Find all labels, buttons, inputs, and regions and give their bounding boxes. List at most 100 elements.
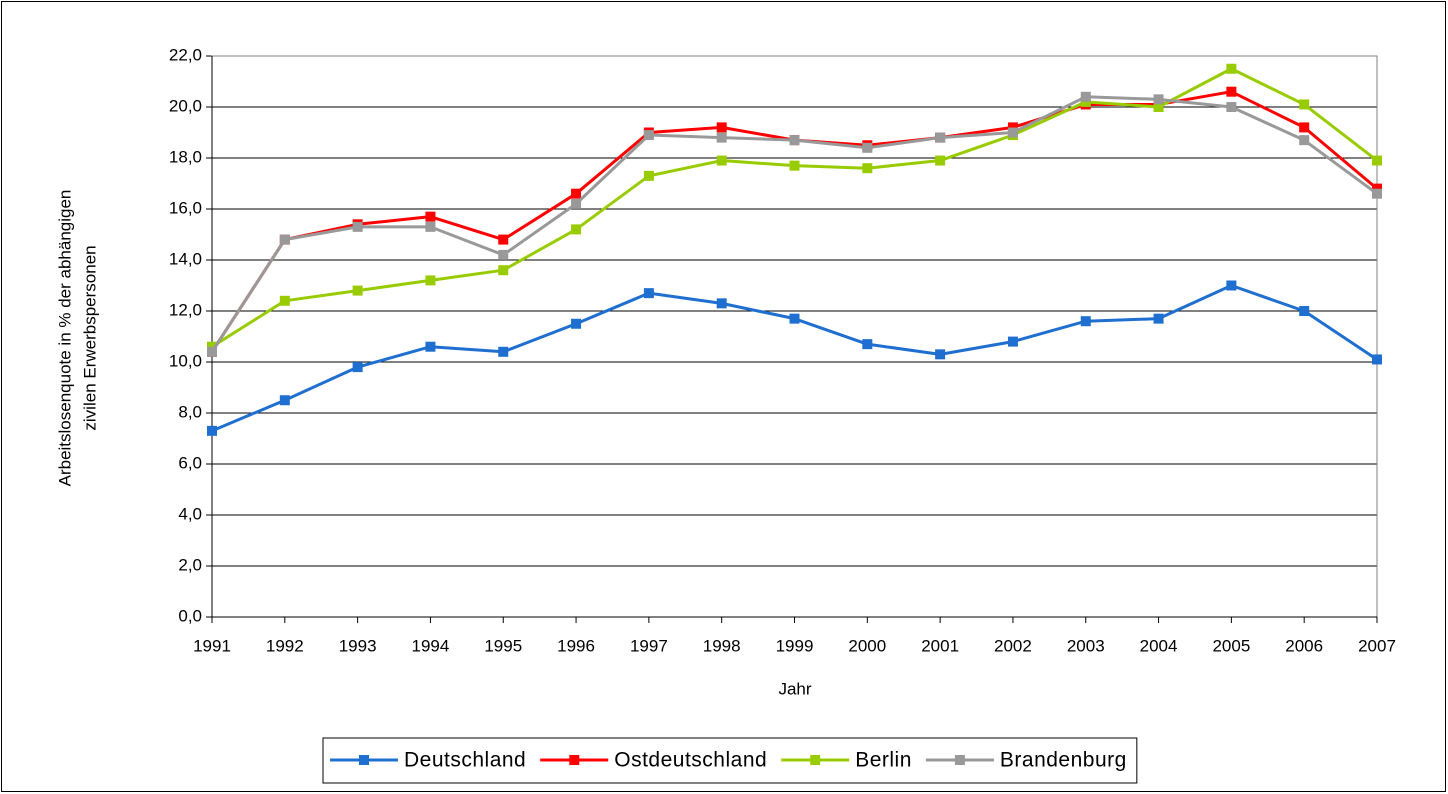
x-tick-label: 2006: [1285, 636, 1323, 655]
x-tick-label: 1994: [412, 636, 450, 655]
series-marker: [716, 155, 727, 166]
y-tick-label: 12,0: [169, 300, 202, 319]
series-marker: [1226, 63, 1237, 74]
series-marker: [279, 395, 290, 406]
series-marker: [1007, 122, 1018, 133]
series-marker: [643, 288, 654, 299]
series-marker: [789, 313, 800, 324]
y-tick-label: 0,0: [178, 606, 202, 625]
series-marker: [1153, 102, 1164, 112]
legend-marker: [810, 755, 821, 765]
series-marker: [1226, 86, 1237, 97]
series-marker: [1153, 94, 1164, 105]
x-tick-label: 2007: [1358, 636, 1396, 655]
series-marker: [716, 132, 727, 143]
x-tick-label: 2002: [994, 636, 1032, 655]
x-tick-label: 1993: [339, 636, 377, 655]
x-tick-label: 2001: [921, 636, 959, 655]
x-tick-label: 2004: [1140, 636, 1178, 655]
legend-box: [322, 737, 1138, 784]
series-marker: [1372, 183, 1382, 194]
series-marker: [1372, 354, 1382, 365]
series-marker: [352, 285, 363, 296]
series-marker: [207, 425, 217, 436]
series-marker: [1372, 188, 1382, 199]
y-axis-label: Arbeitslosenquote in % der abhängigen zi…: [55, 190, 99, 487]
y-tick-label: 20,0: [169, 96, 202, 115]
series-marker: [571, 198, 582, 209]
series-marker: [1080, 91, 1091, 102]
y-axis-label-line: Arbeitslosenquote in % der abhängigen: [55, 190, 74, 487]
y-tick-label: 16,0: [169, 198, 202, 217]
series-marker: [862, 142, 873, 153]
legend-label: Ostdeutschland: [614, 749, 767, 772]
series-marker: [1080, 316, 1091, 327]
series-marker: [1080, 96, 1091, 107]
x-tick-label: 1992: [266, 636, 304, 655]
legend-marker: [954, 755, 965, 765]
y-tick-label: 2,0: [178, 555, 202, 574]
series-marker: [279, 234, 290, 245]
y-tick-label: 4,0: [178, 504, 202, 523]
series-marker: [1007, 336, 1018, 347]
series-marker: [571, 224, 582, 235]
x-tick-label: 1999: [776, 636, 814, 655]
series-marker: [716, 298, 727, 309]
series-marker: [207, 346, 217, 357]
legend-marker: [359, 755, 369, 765]
x-tick-label: 1991: [193, 636, 231, 655]
series-marker: [1226, 102, 1237, 112]
series-marker: [352, 221, 363, 232]
x-tick-label: 2005: [1212, 636, 1250, 655]
series-marker: [643, 130, 654, 141]
series-marker: [935, 132, 946, 143]
series-marker: [571, 188, 582, 199]
series-marker: [1226, 280, 1237, 291]
legend-label: Brandenburg: [1000, 749, 1127, 772]
series-marker: [789, 160, 800, 171]
series-marker: [352, 362, 363, 373]
series-marker: [1372, 155, 1382, 166]
series-marker: [425, 211, 436, 222]
y-tick-label: 18,0: [169, 147, 202, 166]
legend-marker: [569, 755, 580, 765]
series-marker: [935, 155, 946, 166]
series-marker: [1299, 122, 1310, 133]
y-tick-label: 22,0: [169, 45, 202, 64]
y-tick-label: 6,0: [178, 453, 202, 472]
plot-area: [212, 56, 1377, 617]
series-marker: [498, 346, 509, 357]
series-marker: [862, 339, 873, 350]
series-marker: [716, 122, 727, 133]
series-marker: [789, 135, 800, 146]
x-tick-label: 1995: [484, 636, 522, 655]
x-tick-label: 1998: [703, 636, 741, 655]
series-marker: [1299, 99, 1310, 110]
series-marker: [498, 234, 509, 245]
series-marker: [279, 295, 290, 306]
series-marker: [1299, 306, 1310, 316]
series-marker: [425, 275, 436, 286]
x-tick-label: 2000: [848, 636, 886, 655]
series-marker: [1153, 313, 1164, 324]
series-marker: [498, 249, 509, 260]
series-marker: [571, 318, 582, 329]
series-marker: [862, 163, 873, 174]
x-tick-label: 1997: [630, 636, 668, 655]
x-tick-label: 1996: [557, 636, 595, 655]
series-marker: [425, 221, 436, 232]
y-tick-label: 10,0: [169, 351, 202, 370]
series-marker: [498, 265, 509, 276]
y-tick-label: 8,0: [178, 402, 202, 421]
series-marker: [425, 341, 436, 352]
x-axis-label: Jahr: [778, 679, 811, 698]
series-marker: [207, 341, 217, 352]
y-tick-label: 14,0: [169, 249, 202, 268]
series-marker: [1007, 127, 1018, 138]
legend-label: Berlin: [855, 749, 912, 772]
x-tick-label: 2003: [1067, 636, 1105, 655]
series-marker: [643, 170, 654, 181]
legend: Deutschland Ostdeutschland Berlin Brandenbu…: [322, 737, 1138, 784]
y-axis-label-line: zivilen Erwerbspersonen: [80, 245, 99, 430]
